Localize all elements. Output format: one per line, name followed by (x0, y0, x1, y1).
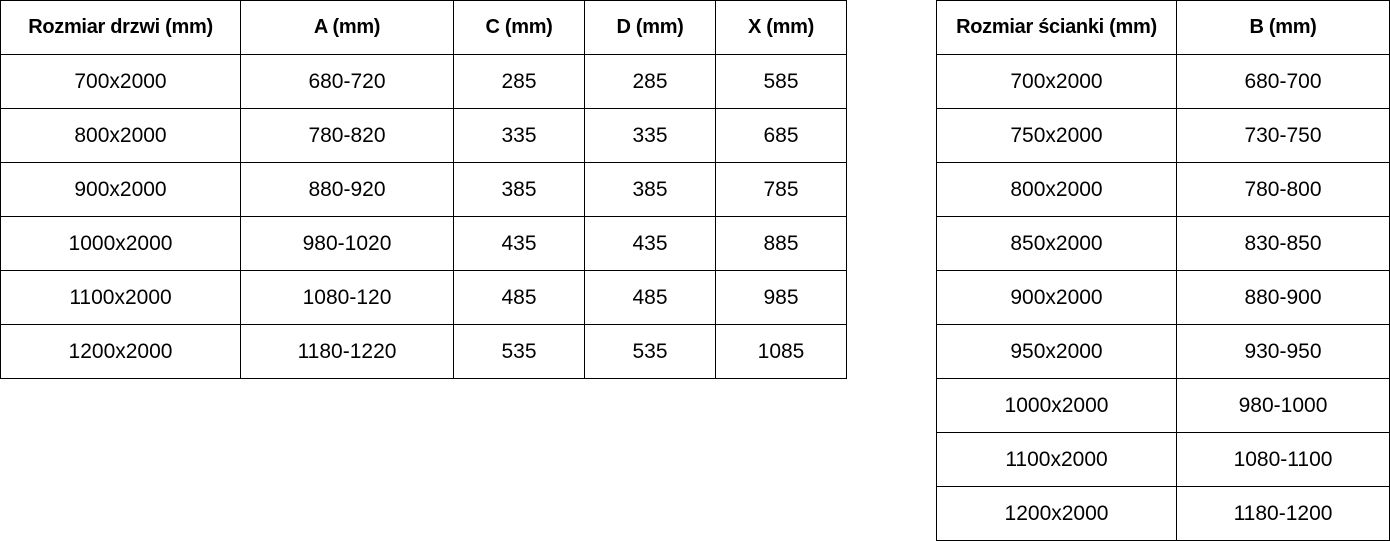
table-cell: 780-820 (240, 108, 454, 163)
table-cell: 1000x2000 (0, 216, 241, 271)
table-cell: 700x2000 (0, 54, 241, 109)
table-cell: 680-720 (240, 54, 454, 109)
table-cell: 680-700 (1176, 54, 1390, 109)
table-cell: 1200x2000 (936, 486, 1177, 541)
table-row: 1100x2000 1080-120 485 485 985 (0, 270, 847, 325)
table-cell: 335 (584, 108, 716, 163)
table-cell: 535 (584, 324, 716, 379)
table-row: 1100x2000 1080-1100 (936, 432, 1390, 487)
table-cell: 980-1020 (240, 216, 454, 271)
table-cell: 900x2000 (936, 270, 1177, 325)
table-cell: 1085 (715, 324, 847, 379)
table-cell: 730-750 (1176, 108, 1390, 163)
table-cell: 385 (453, 162, 585, 217)
table-cell: 1200x2000 (0, 324, 241, 379)
column-header: D (mm) (584, 0, 716, 55)
table-cell: 750x2000 (936, 108, 1177, 163)
table-cell: 700x2000 (936, 54, 1177, 109)
table-cell: 1080-120 (240, 270, 454, 325)
header-row: Rozmiar ścianki (mm) B (mm) (936, 0, 1390, 55)
table-row: 1200x2000 1180-1200 (936, 486, 1390, 541)
table-cell: 1000x2000 (936, 378, 1177, 433)
door-size-table: Rozmiar drzwi (mm) A (mm) C (mm) D (mm) X (m… (0, 0, 847, 379)
table-row: 700x2000 680-720 285 285 585 (0, 54, 847, 109)
table-cell: 685 (715, 108, 847, 163)
column-header: X (mm) (715, 0, 847, 55)
table-cell: 585 (715, 54, 847, 109)
table-cell: 885 (715, 216, 847, 271)
table-cell: 385 (584, 162, 716, 217)
table-cell: 850x2000 (936, 216, 1177, 271)
wall-size-table: Rozmiar ścianki (mm) B (mm) 700x2000 680-7… (936, 0, 1390, 541)
table-cell: 285 (584, 54, 716, 109)
table-cell: 880-920 (240, 162, 454, 217)
table-cell: 830-850 (1176, 216, 1390, 271)
table-cell: 1100x2000 (0, 270, 241, 325)
table-cell: 1180-1200 (1176, 486, 1390, 541)
table-cell: 980-1000 (1176, 378, 1390, 433)
table-row: 900x2000 880-920 385 385 785 (0, 162, 847, 217)
table-row: 800x2000 780-820 335 335 685 (0, 108, 847, 163)
table-cell: 880-900 (1176, 270, 1390, 325)
table-cell: 1080-1100 (1176, 432, 1390, 487)
column-header: C (mm) (453, 0, 585, 55)
table-cell: 1180-1220 (240, 324, 454, 379)
table-row: 1000x2000 980-1000 (936, 378, 1390, 433)
table-cell: 800x2000 (0, 108, 241, 163)
header-row: Rozmiar drzwi (mm) A (mm) C (mm) D (mm) X (m… (0, 0, 847, 55)
table-cell: 535 (453, 324, 585, 379)
column-header: A (mm) (240, 0, 454, 55)
table-cell: 785 (715, 162, 847, 217)
table-row: 1200x2000 1180-1220 535 535 1085 (0, 324, 847, 379)
table-row: 900x2000 880-900 (936, 270, 1390, 325)
table-row: 1000x2000 980-1020 435 435 885 (0, 216, 847, 271)
table-cell: 435 (584, 216, 716, 271)
table-cell: 485 (584, 270, 716, 325)
table-cell: 900x2000 (0, 162, 241, 217)
table-cell: 780-800 (1176, 162, 1390, 217)
column-header: Rozmiar ścianki (mm) (936, 0, 1177, 55)
table-row: 850x2000 830-850 (936, 216, 1390, 271)
table-row: 750x2000 730-750 (936, 108, 1390, 163)
table-cell: 985 (715, 270, 847, 325)
table-cell: 285 (453, 54, 585, 109)
table-cell: 485 (453, 270, 585, 325)
column-header: Rozmiar drzwi (mm) (0, 0, 241, 55)
table-cell: 335 (453, 108, 585, 163)
table-row: 800x2000 780-800 (936, 162, 1390, 217)
column-header: B (mm) (1176, 0, 1390, 55)
table-row: 950x2000 930-950 (936, 324, 1390, 379)
table-cell: 950x2000 (936, 324, 1177, 379)
table-cell: 435 (453, 216, 585, 271)
table-cell: 1100x2000 (936, 432, 1177, 487)
table-row: 700x2000 680-700 (936, 54, 1390, 109)
table-cell: 930-950 (1176, 324, 1390, 379)
table-cell: 800x2000 (936, 162, 1177, 217)
